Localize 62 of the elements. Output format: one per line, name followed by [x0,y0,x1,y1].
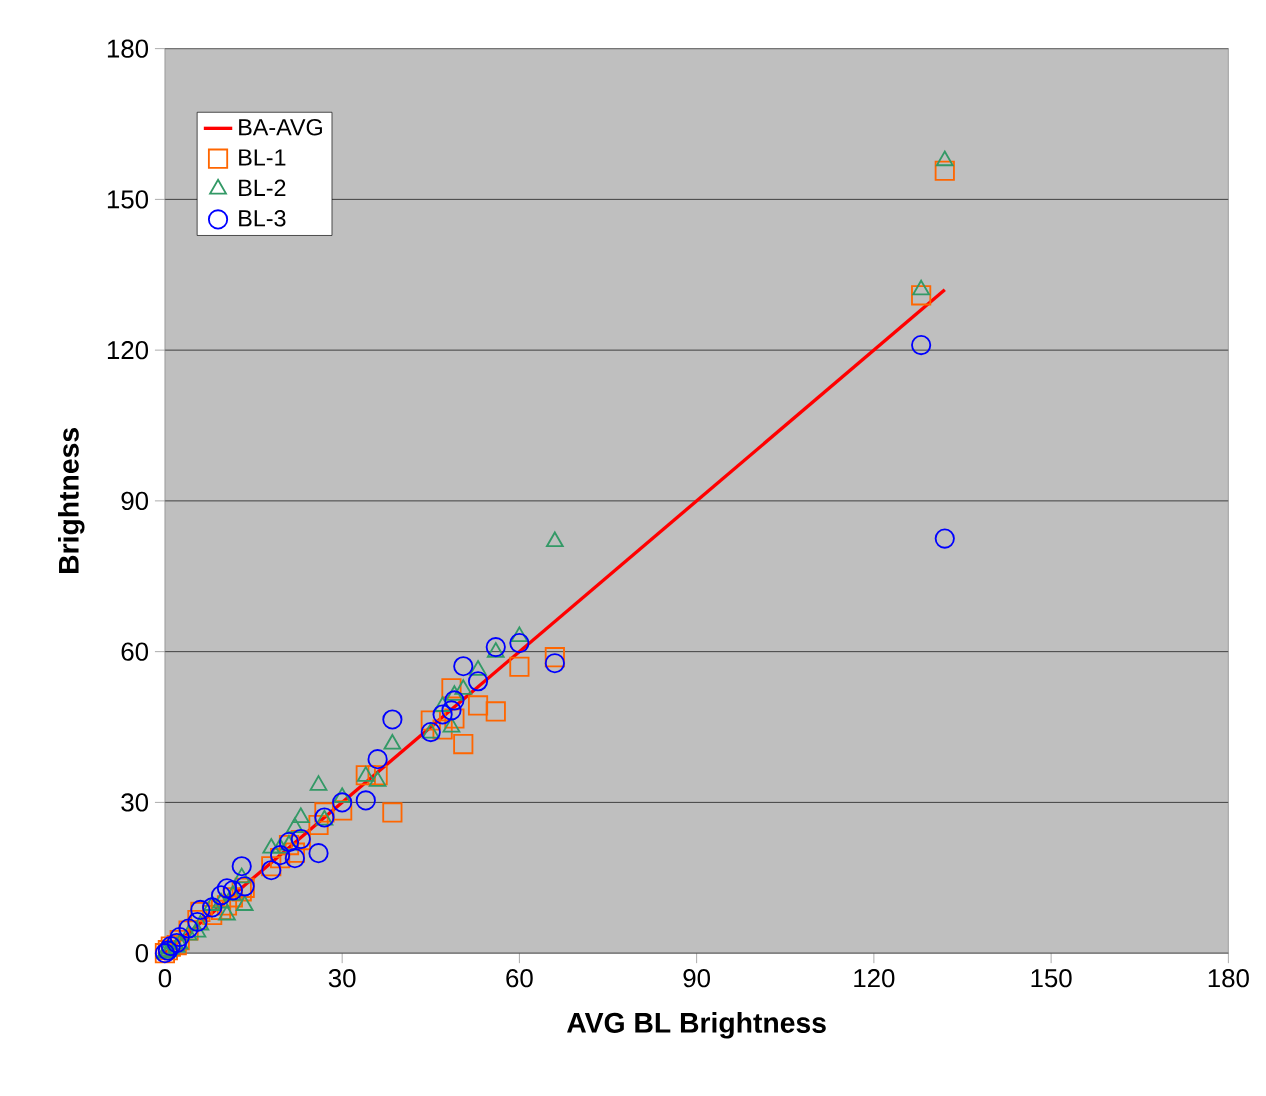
point [444,708,465,729]
point [222,880,243,901]
point [911,285,932,306]
point [469,660,487,676]
point [420,710,441,731]
point [382,802,403,823]
point [367,749,388,770]
x-tick-label: 150 [1031,969,1072,988]
x-axis-title: AVG BL Brightness [567,1012,826,1039]
point [284,848,305,869]
y-tick-label: 180 [107,39,149,58]
point [453,733,474,755]
y-tick-label: 0 [135,943,149,963]
point [202,897,223,918]
point [308,814,329,836]
x-tick-label: 120 [854,969,895,988]
y-axis-title: Brightness [58,428,85,573]
point [444,690,465,711]
point [467,671,489,692]
x-tick-label: 30 [328,969,356,988]
y-tick-label: 150 [107,190,149,209]
point [332,792,353,813]
legend-label: BL-2 [239,179,286,196]
point [441,700,462,721]
point [544,653,565,674]
legend-label: BA-AVG [239,118,322,136]
y-tick-label: 120 [107,340,149,360]
point [485,701,506,722]
x-tick-label: 60 [506,969,533,988]
x-tick-label: 90 [683,969,710,988]
point [544,647,565,668]
legend-label: BL-3 [239,209,286,227]
y-tick-label: 90 [121,491,149,511]
point [935,150,954,167]
point [355,790,376,811]
point [210,885,232,906]
x-tick-label: 180 [1208,969,1249,988]
legend-label: BL-1 [239,149,286,166]
point [934,160,955,181]
point [308,843,329,864]
point [911,334,932,356]
point [432,719,453,740]
y-tick-label: 60 [121,642,149,661]
point [231,856,252,877]
point [441,678,462,699]
point [509,632,530,654]
point [509,656,530,677]
point [912,279,930,296]
point [367,765,388,786]
point [485,637,506,658]
point [314,802,335,823]
point [382,709,403,730]
point [453,656,474,677]
point [486,642,505,658]
point [545,531,564,548]
point [216,878,238,899]
point [432,704,453,725]
point [467,695,489,716]
point [510,626,529,643]
point [934,528,955,549]
x-tick-label: 0 [158,969,172,988]
y-tick-label: 30 [121,793,149,812]
